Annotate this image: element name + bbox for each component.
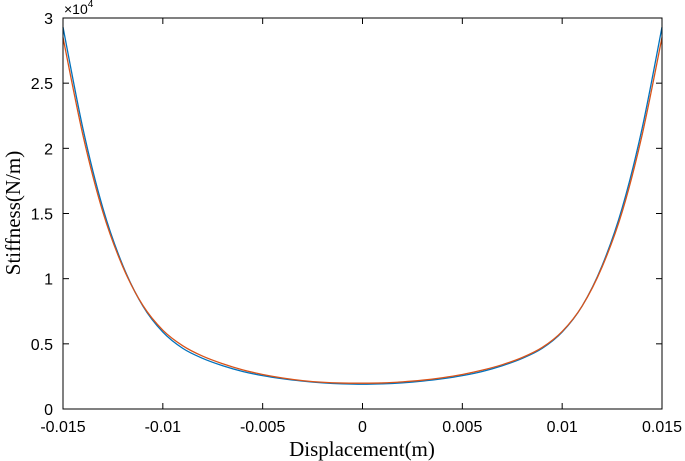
x-tick-label: 0.005 [442, 419, 482, 436]
x-tick-label: -0.005 [240, 419, 285, 436]
y-tick-label: 3 [44, 11, 53, 28]
axis-ticks [62, 17, 663, 410]
y-multiplier-base: ×10 [64, 1, 88, 17]
plot-area-frame [62, 17, 663, 410]
y-axis-title: Stiffness(N/m) [1, 151, 25, 275]
x-tick-label: -0.015 [40, 419, 85, 436]
y-tick-label: 1 [44, 272, 53, 289]
y-tick-labels: 0 0.5 1 1.5 2 2.5 3 [31, 11, 53, 419]
x-axis-title: Displacement(m) [289, 437, 435, 461]
x-tick-label: 0.015 [642, 419, 682, 436]
x-tick-label: 0.01 [547, 419, 578, 436]
x-tick-labels: -0.015 -0.01 -0.005 0 0.005 0.01 0.015 [40, 419, 682, 436]
x-tick-label: -0.01 [145, 419, 182, 436]
y-tick-label: 0 [44, 402, 53, 419]
y-multiplier: ×104 [64, 0, 94, 17]
y-tick-label: 2.5 [31, 76, 53, 93]
plot-lines [62, 26, 663, 385]
y-tick-label: 2 [44, 141, 53, 158]
x-tick-label: 0 [358, 419, 367, 436]
series-line-1 [62, 26, 663, 385]
series-line-2 [62, 37, 663, 384]
y-tick-label: 0.5 [31, 337, 53, 354]
y-multiplier-exponent: 4 [88, 0, 94, 10]
y-tick-label: 1.5 [31, 207, 53, 224]
